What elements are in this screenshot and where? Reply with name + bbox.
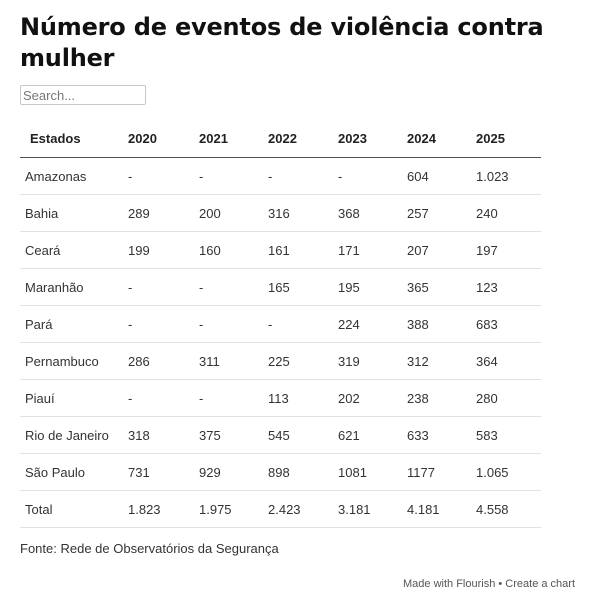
state-name-cell: Total (20, 490, 123, 528)
table-row: Amazonas - - - -604 1.023 (20, 157, 541, 195)
table-row: São Paulo 731 929 898 1081 1177 1.065 (20, 453, 541, 491)
value-cell: - (123, 305, 194, 343)
column-header-2022[interactable]: 2022 (263, 120, 333, 158)
value-cell: - (194, 379, 263, 417)
value-cell: 286 (123, 342, 194, 380)
column-header-2020[interactable]: 2020 (123, 120, 194, 158)
state-name-cell: Pernambuco (20, 342, 123, 380)
state-name-cell: Piauí (20, 379, 123, 417)
search-input[interactable] (20, 85, 146, 105)
state-name-cell: Bahia (20, 194, 123, 232)
value-cell: 280 (471, 379, 541, 417)
table-row: Ceará 199 160 161 171 207 197 (20, 231, 541, 269)
value-cell: 161 (263, 231, 333, 269)
state-name-cell: Maranhão (20, 268, 123, 306)
value-cell: 621 (333, 416, 402, 454)
value-cell: 318 (123, 416, 194, 454)
value-cell: 545 (263, 416, 333, 454)
value-cell: 2.423 (263, 490, 333, 528)
value-cell: 388 (402, 305, 471, 343)
state-name-cell: Ceará (20, 231, 123, 269)
value-cell: 200 (194, 194, 263, 232)
value-cell: 225 (263, 342, 333, 380)
table-body: Amazonas - - - -604 1.023 Bahia 289 200 316 368 257… (20, 157, 541, 528)
source-note: Fonte: Rede de Observatórios da Seguranç… (20, 541, 279, 556)
value-cell: 312 (402, 342, 471, 380)
value-cell: - (123, 379, 194, 417)
value-cell: 171 (333, 231, 402, 269)
column-header-2023[interactable]: 2023 (333, 120, 402, 158)
value-cell: 604 (402, 157, 471, 195)
page-title: Número de eventos de violência contra mu… (20, 13, 544, 72)
made-with-flourish-link[interactable]: Made with Flourish (403, 578, 496, 590)
value-cell: 238 (402, 379, 471, 417)
value-cell: 316 (263, 194, 333, 232)
value-cell: 197 (471, 231, 541, 269)
value-cell: 123 (471, 268, 541, 306)
value-cell: - (194, 157, 263, 195)
value-cell: - (123, 268, 194, 306)
value-cell: 113 (263, 379, 333, 417)
value-cell: 4.558 (471, 490, 541, 528)
value-cell: 1.975 (194, 490, 263, 528)
value-cell: 311 (194, 342, 263, 380)
value-cell: 375 (194, 416, 263, 454)
value-cell: 4.181 (402, 490, 471, 528)
value-cell: 207 (402, 231, 471, 269)
table-row: Piauí - -113 202 238 280 (20, 379, 541, 417)
value-cell: 1.823 (123, 490, 194, 528)
flourish-credit: Made with Flourish • Create a chart (403, 578, 575, 590)
value-cell: - (123, 157, 194, 195)
data-table: Estados 2020 2021 2022 2023 2024 2025 Am… (20, 120, 541, 528)
value-cell: 240 (471, 194, 541, 232)
state-name-cell: São Paulo (20, 453, 123, 491)
credit-separator: • (495, 578, 506, 590)
value-cell: 1081 (333, 453, 402, 491)
table-row: Maranhão - -165 195 365 123 (20, 268, 541, 306)
value-cell: 289 (123, 194, 194, 232)
value-cell: 365 (402, 268, 471, 306)
table-row: Pernambuco 286 311 225 319 312 364 (20, 342, 541, 380)
value-cell: 583 (471, 416, 541, 454)
table-row: Bahia 289 200 316 368 257 240 (20, 194, 541, 232)
value-cell: 202 (333, 379, 402, 417)
value-cell: 257 (402, 194, 471, 232)
column-header-estados[interactable]: Estados (20, 120, 123, 158)
value-cell: 224 (333, 305, 402, 343)
value-cell: 199 (123, 231, 194, 269)
value-cell: 929 (194, 453, 263, 491)
value-cell: 731 (123, 453, 194, 491)
value-cell: 683 (471, 305, 541, 343)
value-cell: - (194, 268, 263, 306)
value-cell: 633 (402, 416, 471, 454)
table-row: Total 1.823 1.975 2.423 3.181 4.181 4.558 (20, 490, 541, 528)
value-cell: 165 (263, 268, 333, 306)
value-cell: 1.023 (471, 157, 541, 195)
value-cell: 1.065 (471, 453, 541, 491)
value-cell: 319 (333, 342, 402, 380)
state-name-cell: Pará (20, 305, 123, 343)
value-cell: - (263, 157, 333, 195)
value-cell: 368 (333, 194, 402, 232)
value-cell: 195 (333, 268, 402, 306)
column-header-2021[interactable]: 2021 (194, 120, 263, 158)
value-cell: - (263, 305, 333, 343)
state-name-cell: Rio de Janeiro (20, 416, 123, 454)
value-cell: - (194, 305, 263, 343)
table-row: Rio de Janeiro 318 375 545 621 633 583 (20, 416, 541, 454)
column-header-2025[interactable]: 2025 (471, 120, 541, 158)
column-header-2024[interactable]: 2024 (402, 120, 471, 158)
value-cell: 3.181 (333, 490, 402, 528)
value-cell: 1177 (402, 453, 471, 491)
value-cell: 898 (263, 453, 333, 491)
create-chart-link[interactable]: Create a chart (505, 578, 575, 590)
state-name-cell: Amazonas (20, 157, 123, 195)
table-header-row: Estados 2020 2021 2022 2023 2024 2025 (20, 120, 541, 158)
value-cell: - (333, 157, 402, 195)
value-cell: 160 (194, 231, 263, 269)
table-row: Pará - - -224 388 683 (20, 305, 541, 343)
value-cell: 364 (471, 342, 541, 380)
